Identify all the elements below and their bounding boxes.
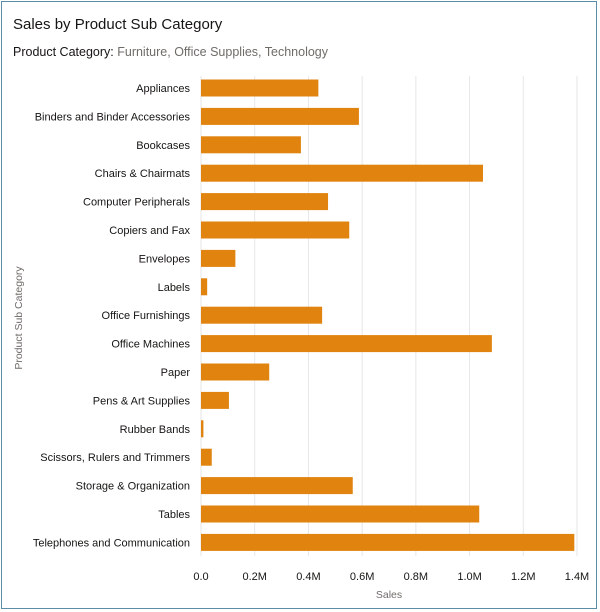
bar[interactable] [201, 335, 492, 353]
bar[interactable] [201, 221, 350, 239]
bar[interactable] [201, 448, 212, 466]
category-label: Chairs & Chairmats [95, 168, 191, 180]
bar[interactable] [201, 306, 323, 324]
bar[interactable] [201, 420, 204, 438]
category-label: Envelopes [139, 253, 191, 265]
filter-label: Product Category: [13, 45, 114, 59]
category-label: Bookcases [136, 140, 190, 152]
bar[interactable] [201, 136, 301, 154]
bar[interactable] [201, 363, 270, 381]
category-label: Office Furnishings [102, 310, 191, 322]
category-label: Pens & Art Supplies [93, 395, 191, 407]
x-tick-label: 1.0M [457, 571, 481, 583]
bar[interactable] [201, 164, 483, 182]
category-label: Telephones and Communication [33, 537, 190, 549]
bar[interactable] [201, 193, 329, 211]
category-labels: Appliances Binders and Binder Accessories… [33, 83, 191, 549]
y-axis-title: Product Sub Category [13, 266, 25, 370]
category-label: Rubber Bands [120, 424, 191, 436]
x-tick-label: 0.6M [350, 571, 374, 583]
x-tick-label: 1.2M [511, 571, 535, 583]
category-label: Storage & Organization [76, 481, 190, 493]
category-label: Labels [158, 282, 191, 294]
category-label: Binders and Binder Accessories [35, 111, 191, 123]
bar[interactable] [201, 249, 236, 267]
category-label: Scissors, Rulers and Trimmers [40, 452, 190, 464]
bar[interactable] [201, 477, 353, 495]
x-tick-labels: 0.0 0.2M 0.4M 0.6M 0.8M 1.0M 1.2M 1.4M [193, 571, 589, 583]
category-label: Paper [161, 367, 191, 379]
bar[interactable] [201, 505, 480, 523]
bar[interactable] [201, 278, 208, 296]
chart-title: Sales by Product Sub Category [13, 16, 223, 33]
bar[interactable] [201, 533, 575, 551]
x-tick-label: 0.8M [404, 571, 428, 583]
x-tick-label: 0.2M [242, 571, 266, 583]
filter-summary: Product Category: Furniture, Office Supp… [13, 45, 328, 59]
x-axis-title: Sales [376, 589, 402, 601]
filter-value: Furniture, Office Supplies, Technology [117, 45, 329, 59]
x-tick-label: 1.4M [565, 571, 589, 583]
bars [201, 79, 575, 551]
bar[interactable] [201, 391, 229, 409]
category-label: Appliances [136, 83, 190, 95]
category-label: Office Machines [111, 339, 190, 351]
category-label: Computer Peripherals [83, 197, 190, 209]
x-tick-label: 0.4M [296, 571, 320, 583]
category-label: Tables [158, 509, 190, 521]
bar[interactable] [201, 107, 359, 125]
x-tick-label: 0.0 [193, 571, 208, 583]
category-label: Copiers and Fax [109, 225, 190, 237]
bar[interactable] [201, 79, 319, 97]
